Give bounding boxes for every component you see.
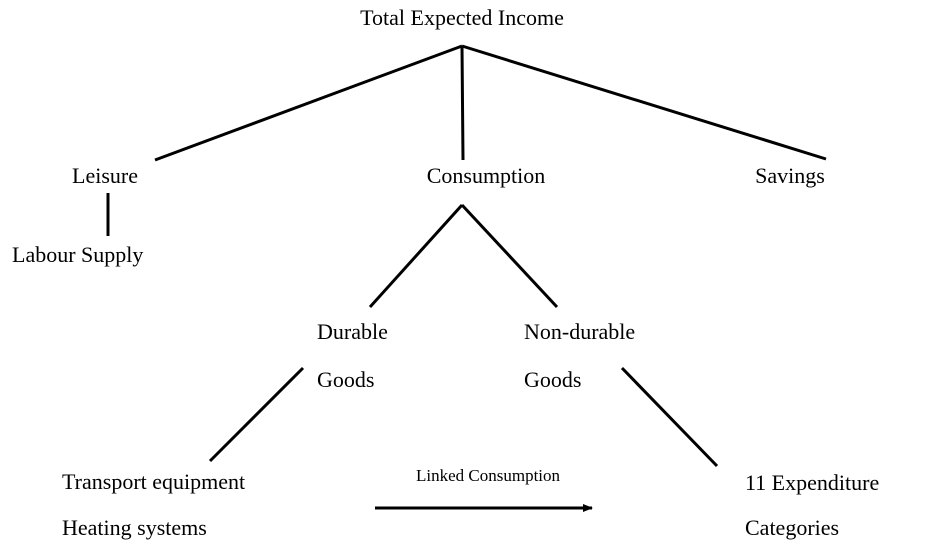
edge xyxy=(620,366,719,468)
edge xyxy=(460,45,465,161)
node-label: Goods xyxy=(524,367,581,392)
node-label: Savings xyxy=(755,163,825,188)
node-label: 11 Expenditure xyxy=(745,470,879,495)
node-label: Goods xyxy=(317,367,374,392)
node-label: Transport equipment xyxy=(62,469,245,494)
node-label: Consumption xyxy=(427,163,546,188)
node-label: Categories xyxy=(745,515,839,540)
edge xyxy=(208,366,305,463)
edge xyxy=(368,203,464,309)
node-label: Labour Supply xyxy=(12,242,143,267)
node-label: Non-durable xyxy=(524,319,635,344)
link-label: Linked Consumption xyxy=(416,466,561,485)
edge xyxy=(461,44,827,161)
node-label: Heating systems xyxy=(62,515,207,540)
node-label: Durable xyxy=(317,319,388,344)
edge xyxy=(460,203,559,309)
edge xyxy=(154,44,463,162)
root-label: Total Expected Income xyxy=(360,5,564,30)
node-label: Leisure xyxy=(72,163,138,188)
